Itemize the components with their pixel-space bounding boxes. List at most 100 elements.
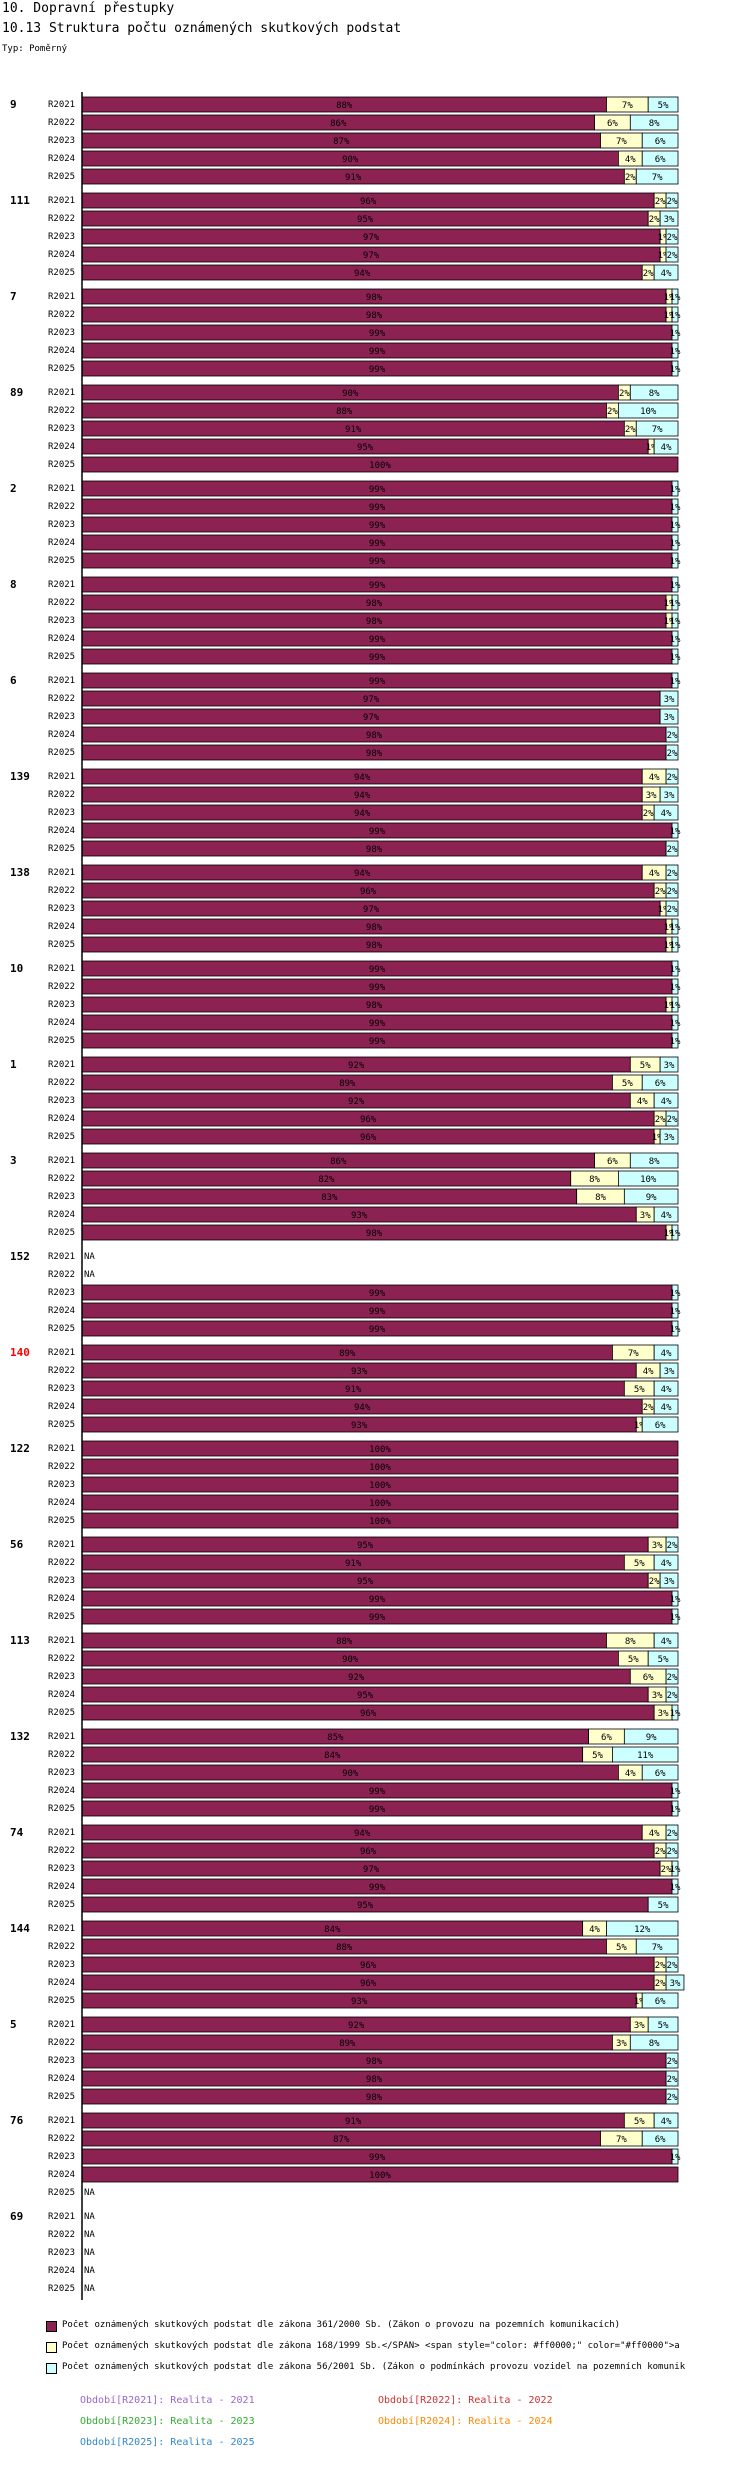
data-label: 90% (342, 1655, 359, 1665)
period-label: R2024 (48, 634, 75, 644)
period-label: R2023 (48, 1960, 75, 1970)
period-label: R2023 (48, 2248, 75, 2258)
data-label: 96% (360, 1961, 377, 1971)
legend-period-4: Období[R2024]: Realita - 2024 (378, 2416, 553, 2427)
data-label: 4% (661, 809, 672, 819)
data-label: 2% (649, 215, 660, 225)
data-label: 5% (658, 1655, 669, 1665)
period-label: R2022 (48, 694, 75, 704)
data-label: 4% (661, 1559, 672, 1569)
bar-segment-s3 (665, 1668, 679, 1685)
bar-segment-s3 (653, 1380, 679, 1397)
bar-segment-s3 (629, 384, 679, 401)
bar-segment-s3 (671, 672, 679, 689)
data-label: 95% (357, 1541, 374, 1551)
bar-segment-s3 (671, 1704, 679, 1721)
period-label: R2023 (48, 1288, 75, 1298)
bar-segment-s3 (665, 882, 679, 899)
data-label: 4% (661, 1097, 672, 1107)
bar-segment-s3 (671, 2148, 679, 2165)
data-label: 2% (667, 1691, 678, 1701)
data-label: 97% (363, 905, 380, 915)
data-label: 3% (664, 1133, 675, 1143)
period-label: R2021 (48, 964, 75, 974)
data-label: 85% (327, 1733, 344, 1743)
period-label: R2023 (48, 616, 75, 626)
data-label: 1% (670, 293, 681, 303)
data-label: 6% (655, 1079, 666, 1089)
period-label: R2024 (48, 922, 75, 932)
data-label: 82% (318, 1175, 335, 1185)
bar-segment-s3 (665, 1956, 679, 1973)
data-label: 3% (658, 1709, 669, 1719)
data-label: 2% (619, 389, 630, 399)
data-label: 1% (670, 941, 681, 951)
data-label: 99% (369, 1019, 386, 1029)
bar-segment-s3 (653, 2112, 679, 2129)
data-label: 96% (360, 197, 377, 207)
bar-segment-s3 (641, 150, 679, 167)
data-label: 95% (357, 1577, 374, 1587)
data-label: 96% (360, 1115, 377, 1125)
group-label: 2 (10, 482, 17, 495)
bar-segment-s3 (671, 324, 679, 341)
data-label: 99% (369, 1787, 386, 1797)
group-label: 1 (10, 1058, 17, 1071)
period-label: R2022 (48, 886, 75, 896)
group-label: 89 (10, 386, 23, 399)
data-label: 98% (366, 923, 383, 933)
data-label: 6% (655, 155, 666, 165)
data-label: 3% (664, 695, 675, 705)
period-label: R2025 (48, 1228, 75, 1238)
data-label: 3% (652, 1541, 663, 1551)
data-label: 100% (369, 1463, 391, 1473)
bar-segment-s3 (665, 2070, 679, 2087)
section-title: 10. Dopravní přestupky (2, 1, 175, 16)
data-label: 99% (369, 1307, 386, 1317)
data-label: 88% (336, 1637, 353, 1647)
period-label: R2021 (48, 100, 75, 110)
group-label: 76 (10, 2114, 24, 2127)
bar-segment-s3 (635, 420, 679, 437)
period-label: R2024 (48, 1594, 75, 1604)
data-label: 6% (655, 2135, 666, 2145)
page-title: 10.13 Struktura počtu oznámených skutkov… (2, 21, 402, 36)
data-label: 1% (670, 1805, 681, 1815)
bar-segment-s3 (671, 306, 679, 323)
data-label: 8% (595, 1193, 606, 1203)
data-label: 1% (664, 293, 675, 303)
data-label: 92% (348, 1673, 365, 1683)
period-label: R2025 (48, 1516, 75, 1526)
data-label: 94% (354, 1829, 371, 1839)
data-label: 99% (369, 1325, 386, 1335)
group-label: 74 (10, 1826, 24, 1839)
data-label: 2% (655, 1115, 666, 1125)
period-label: R2023 (48, 1864, 75, 1874)
bar-segment-s3 (629, 2034, 679, 2051)
period-label: R2021 (48, 1252, 75, 1262)
period-label: R2025 (48, 1900, 75, 1910)
data-label: 86% (330, 119, 347, 129)
period-label: R2021 (48, 1924, 75, 1934)
data-label: 98% (366, 2075, 383, 2085)
period-label: R2024 (48, 154, 75, 164)
data-label: 3% (640, 1211, 651, 1221)
data-label: 95% (357, 443, 374, 453)
period-label: R2023 (48, 232, 75, 242)
period-label: R2024 (48, 1402, 75, 1412)
period-label: R2023 (48, 2152, 75, 2162)
period-label: R2024 (48, 442, 75, 452)
data-label: 1% (670, 1037, 681, 1047)
group-label: 56 (10, 1538, 24, 1551)
bar-segment-s3 (623, 1728, 679, 1745)
data-label: 1% (670, 557, 681, 567)
period-label: R2024 (48, 1978, 75, 1988)
na-label: NA (84, 2248, 95, 2258)
bar-segment-s3 (653, 1092, 679, 1109)
data-label: 1% (634, 1997, 645, 2007)
bar-segment-s3 (653, 438, 679, 455)
legend-period-1: Období[R2021]: Realita - 2021 (80, 2395, 255, 2406)
data-label: 5% (658, 2021, 669, 2031)
data-label: 99% (369, 557, 386, 567)
data-label: 99% (369, 539, 386, 549)
